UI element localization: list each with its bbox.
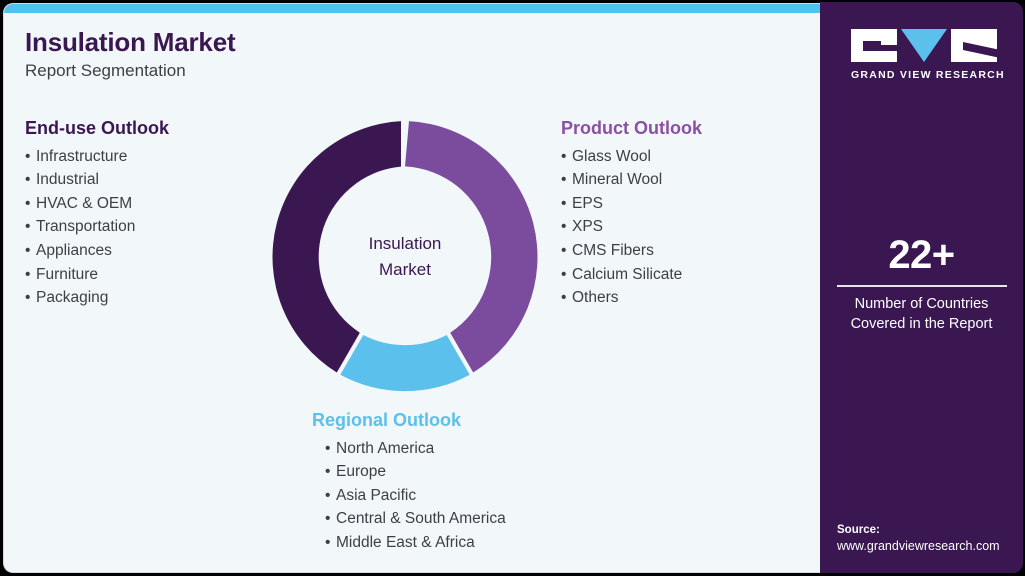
bullet-icon: • bbox=[561, 147, 567, 165]
list-item-label: Industrial bbox=[36, 171, 99, 189]
bullet-icon: • bbox=[325, 486, 331, 504]
bullet-icon: • bbox=[25, 241, 31, 259]
list-item: • Infrastructure bbox=[25, 145, 169, 169]
list-item: • Furniture bbox=[25, 263, 169, 287]
bullet-icon: • bbox=[25, 289, 31, 307]
donut-segment-regional[interactable] bbox=[340, 335, 470, 392]
list-item: • Packaging bbox=[25, 286, 169, 310]
page-title: Insulation Market bbox=[25, 27, 236, 57]
bullet-icon: • bbox=[25, 218, 31, 236]
source-block: Source: www.grandviewresearch.com bbox=[837, 522, 1023, 555]
list-item-label: HVAC & OEM bbox=[36, 194, 133, 212]
list-item-label: Infrastructure bbox=[36, 147, 128, 165]
regional-outlook-list: • North America • Europe • Asia Pacific • Ce… bbox=[312, 437, 506, 555]
stat-caption-line2: Covered in the Report bbox=[850, 316, 993, 332]
list-item: • CMS Fibers bbox=[561, 239, 702, 263]
regional-outlook-block: Regional Outlook • North America • Europe … bbox=[312, 410, 506, 555]
bullet-icon: • bbox=[561, 194, 567, 212]
source-label: Source: bbox=[837, 524, 880, 536]
product-outlook-block: Product Outlook • Glass Wool • Mineral Woo… bbox=[561, 118, 702, 310]
list-item: • Middle East & Africa bbox=[325, 531, 506, 555]
donut-segment-product[interactable] bbox=[405, 121, 538, 373]
list-item-label: Furniture bbox=[36, 265, 99, 283]
product-outlook-list: • Glass Wool • Mineral Wool • EPS • XPS • CMS… bbox=[561, 145, 702, 310]
bullet-icon: • bbox=[561, 289, 567, 307]
bullet-icon: • bbox=[561, 241, 567, 259]
main-content-panel: Insulation Market Report Segmentation En… bbox=[3, 3, 827, 573]
list-item-label: Glass Wool bbox=[572, 147, 651, 165]
enduse-outlook-heading: End-use Outlook bbox=[25, 118, 169, 138]
stat-divider bbox=[836, 285, 1007, 287]
logo-g-icon bbox=[851, 29, 897, 62]
list-item-label: Calcium Silicate bbox=[572, 265, 683, 283]
logo-wordmark: GRAND VIEW RESEARCH bbox=[851, 69, 1005, 81]
product-outlook-heading: Product Outlook bbox=[561, 118, 702, 138]
bullet-icon: • bbox=[325, 463, 331, 481]
list-item-label: Packaging bbox=[36, 289, 109, 307]
list-item: • Calcium Silicate bbox=[561, 263, 702, 287]
list-item-label: EPS bbox=[572, 194, 604, 212]
brand-sidebar: GRAND VIEW RESEARCH 22+ Number of Countr… bbox=[820, 2, 1023, 573]
bullet-icon: • bbox=[25, 265, 31, 283]
list-item: • Industrial bbox=[25, 168, 169, 192]
enduse-outlook-block: End-use Outlook • Infrastructure • Industr… bbox=[25, 118, 169, 310]
logo-r-icon bbox=[951, 29, 997, 62]
bullet-icon: • bbox=[561, 171, 567, 189]
list-item: • HVAC & OEM bbox=[25, 192, 169, 216]
bullet-icon: • bbox=[561, 265, 567, 283]
bullet-icon: • bbox=[25, 147, 31, 165]
bullet-icon: • bbox=[325, 533, 331, 551]
list-item-label: Others bbox=[572, 289, 619, 307]
stat-caption-line1: Number of Countries bbox=[854, 296, 989, 312]
list-item-label: Transportation bbox=[36, 218, 136, 236]
header: Insulation Market Report Segmentation bbox=[25, 28, 525, 80]
list-item: • Central & South America bbox=[325, 507, 506, 531]
list-item-label: North America bbox=[336, 439, 435, 457]
list-item-label: Central & South America bbox=[336, 510, 506, 528]
top-accent-bar bbox=[4, 4, 827, 13]
bullet-icon: • bbox=[561, 218, 567, 236]
source-url[interactable]: www.grandviewresearch.com bbox=[837, 539, 1000, 553]
bullet-icon: • bbox=[25, 171, 31, 189]
list-item-label: Mineral Wool bbox=[572, 171, 663, 189]
list-item-label: Europe bbox=[336, 463, 386, 481]
donut-segment-enduse[interactable] bbox=[272, 121, 401, 373]
list-item: • Asia Pacific bbox=[325, 484, 506, 508]
list-item-label: XPS bbox=[572, 218, 604, 236]
logo-g-notch-inner bbox=[881, 41, 897, 45]
list-item: • XPS bbox=[561, 215, 702, 239]
bullet-icon: • bbox=[25, 194, 31, 212]
list-item-label: CMS Fibers bbox=[572, 241, 654, 259]
list-item: • Mineral Wool bbox=[561, 168, 702, 192]
logo-v-triangle-icon bbox=[901, 29, 947, 62]
logo-r-notch bbox=[963, 42, 997, 58]
bullet-icon: • bbox=[325, 510, 331, 528]
page-subtitle: Report Segmentation bbox=[25, 60, 186, 80]
list-item: • Transportation bbox=[25, 215, 169, 239]
list-item: • Others bbox=[561, 286, 702, 310]
logo-g-notch bbox=[863, 41, 897, 51]
logo-marks bbox=[851, 29, 997, 62]
list-item: • EPS bbox=[561, 192, 702, 216]
regional-outlook-heading: Regional Outlook bbox=[312, 410, 462, 430]
stat-value: 22+ bbox=[888, 233, 955, 277]
segmentation-donut-chart: Insulation Market bbox=[269, 121, 541, 393]
grand-view-research-logo: GRAND VIEW RESEARCH bbox=[851, 29, 1005, 81]
enduse-outlook-list: • Infrastructure • Industrial • HVAC & OEM … bbox=[25, 145, 169, 310]
stat-caption: Number of Countries Covered in the Repor… bbox=[820, 294, 1023, 334]
list-item: • North America bbox=[325, 437, 506, 461]
list-item-label: Asia Pacific bbox=[336, 486, 417, 504]
donut-svg bbox=[272, 121, 538, 392]
list-item: • Europe bbox=[325, 460, 506, 484]
list-item-label: Appliances bbox=[36, 241, 112, 259]
list-item: • Glass Wool bbox=[561, 145, 702, 169]
countries-stat-block: 22+ Number of Countries Covered in the R… bbox=[820, 234, 1023, 334]
list-item: • Appliances bbox=[25, 239, 169, 263]
bullet-icon: • bbox=[325, 439, 331, 457]
list-item-label: Middle East & Africa bbox=[336, 533, 475, 551]
